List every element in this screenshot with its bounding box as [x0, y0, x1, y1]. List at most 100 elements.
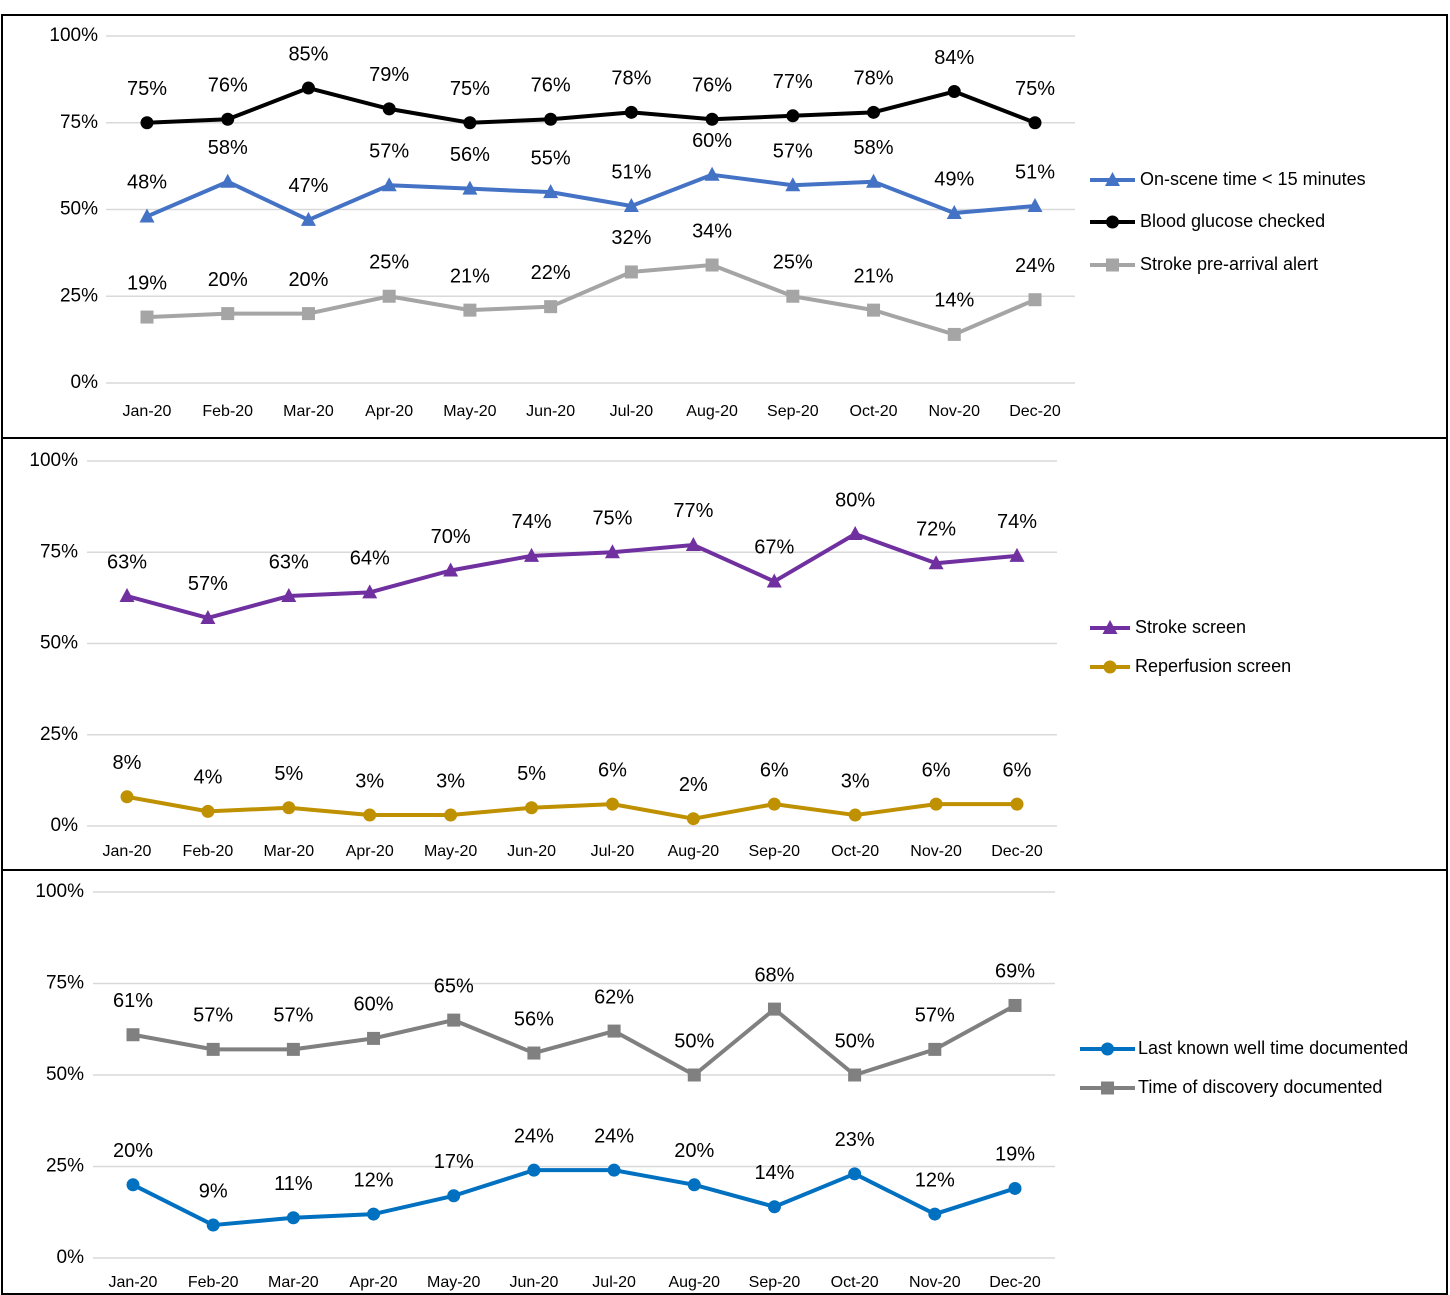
value-label: 68%: [754, 964, 794, 986]
value-label: 3%: [841, 770, 870, 792]
y-tick-label: 50%: [60, 199, 98, 220]
marker: [767, 797, 781, 811]
marker: [140, 116, 154, 130]
value-label: 6%: [598, 759, 627, 781]
value-label: 24%: [514, 1125, 554, 1147]
x-tick-label: Sep-20: [748, 843, 800, 860]
marker: [928, 1042, 942, 1056]
marker: [604, 544, 620, 559]
marker: [463, 303, 477, 317]
x-tick-label: Nov-20: [910, 843, 962, 860]
legend-marker: [1102, 620, 1118, 634]
value-label: 85%: [288, 43, 328, 65]
marker: [705, 112, 719, 126]
marker: [525, 801, 539, 815]
marker: [120, 790, 134, 804]
x-tick-label: Dec-20: [991, 843, 1043, 860]
y-tick-label: 100%: [49, 25, 98, 46]
marker: [786, 109, 800, 123]
value-label: 2%: [679, 774, 708, 796]
marker: [301, 81, 315, 95]
marker: [381, 177, 397, 192]
marker: [126, 1028, 140, 1042]
outer-border: [1, 14, 1448, 1295]
value-label: 21%: [854, 265, 894, 287]
value-label: 20%: [113, 1140, 153, 1162]
marker: [947, 327, 961, 341]
value-label: 4%: [193, 767, 222, 789]
x-tick-label: Mar-20: [268, 1274, 319, 1291]
x-tick-label: Sep-20: [749, 1274, 801, 1291]
value-label: 23%: [835, 1129, 875, 1151]
value-label: 67%: [754, 537, 794, 559]
marker: [848, 1167, 862, 1181]
marker: [367, 1031, 381, 1045]
x-tick-label: Jul-20: [610, 403, 654, 420]
value-label: 58%: [854, 137, 894, 159]
value-label: 17%: [434, 1151, 474, 1173]
value-label: 60%: [692, 130, 732, 152]
y-tick-label: 25%: [46, 1156, 84, 1177]
x-tick-label: Feb-20: [183, 843, 234, 860]
marker: [766, 573, 782, 588]
marker: [1010, 797, 1024, 811]
marker: [462, 180, 478, 195]
marker: [1028, 116, 1042, 130]
marker: [848, 808, 862, 822]
series-line: [146, 86, 1036, 125]
legend-label: Reperfusion screen: [1135, 656, 1291, 676]
legend-marker: [1103, 660, 1117, 674]
marker: [139, 208, 155, 223]
x-tick-label: Jul-20: [592, 1274, 636, 1291]
y-tick-label: 75%: [40, 541, 78, 562]
marker: [847, 526, 863, 540]
value-label: 20%: [288, 269, 328, 291]
value-label: 12%: [354, 1169, 394, 1191]
value-label: 8%: [113, 752, 142, 774]
x-tick-label: Jan-20: [103, 843, 152, 860]
marker: [928, 555, 944, 570]
x-tick-label: Aug-20: [686, 403, 738, 420]
value-label: 34%: [692, 220, 732, 242]
marker: [544, 300, 558, 314]
marker: [447, 1189, 461, 1203]
marker: [382, 289, 396, 303]
marker: [785, 177, 801, 192]
marker: [605, 797, 619, 811]
legend-marker: [1106, 215, 1119, 229]
x-tick-label: May-20: [427, 1274, 480, 1291]
x-tick-label: Jun-20: [509, 1274, 558, 1291]
y-tick-label: 50%: [40, 633, 78, 654]
value-label: 74%: [997, 511, 1037, 533]
value-label: 6%: [1003, 759, 1032, 781]
legend-marker: [1101, 1042, 1114, 1056]
value-label: 47%: [288, 175, 328, 197]
value-label: 76%: [692, 75, 732, 97]
marker: [866, 173, 882, 188]
x-tick-label: Jul-20: [591, 843, 635, 860]
y-tick-label: 75%: [46, 973, 84, 994]
marker: [300, 211, 316, 226]
legend-label: On-scene time < 15 minutes: [1140, 169, 1366, 189]
y-tick-label: 100%: [29, 450, 78, 471]
value-label: 24%: [1015, 255, 1055, 277]
x-tick-label: Feb-20: [188, 1274, 239, 1291]
value-label: 12%: [915, 1169, 955, 1191]
marker: [704, 166, 720, 181]
value-label: 6%: [922, 759, 951, 781]
x-tick-label: Mar-20: [283, 403, 334, 420]
value-label: 19%: [995, 1144, 1035, 1166]
value-label: 78%: [854, 68, 894, 90]
series-line: [126, 794, 1017, 821]
value-label: 57%: [193, 1005, 233, 1027]
marker: [119, 588, 135, 603]
value-label: 57%: [273, 1005, 313, 1027]
value-label: 63%: [107, 551, 147, 573]
value-label: 64%: [350, 548, 390, 570]
marker: [867, 105, 881, 119]
marker: [947, 85, 961, 99]
x-tick-label: Nov-20: [928, 403, 980, 420]
value-label: 19%: [127, 272, 167, 294]
x-tick-label: Apr-20: [346, 843, 394, 860]
